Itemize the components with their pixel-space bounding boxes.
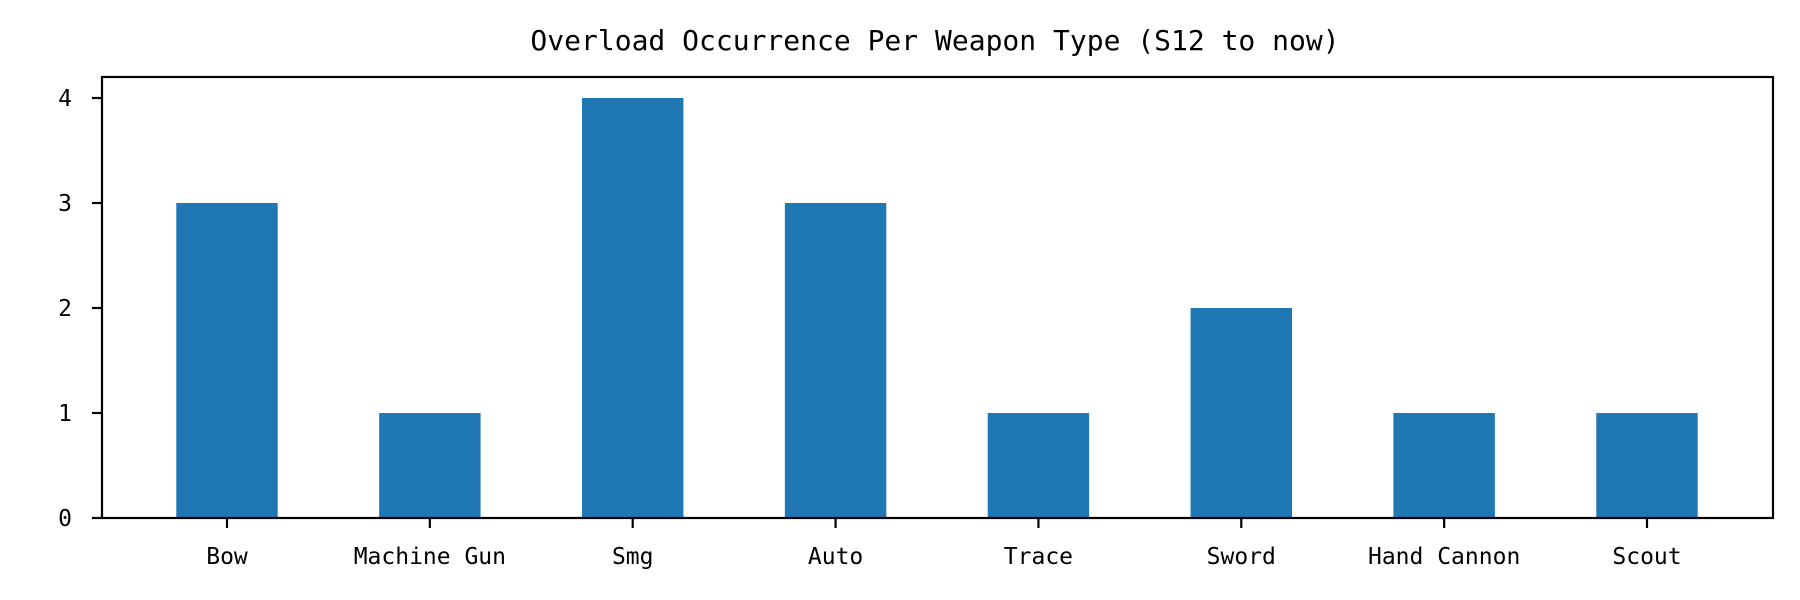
- chart-title: Overload Occurrence Per Weapon Type (S12…: [530, 24, 1339, 57]
- x-tick-label: Scout: [1612, 544, 1681, 570]
- x-tick-label: Trace: [1004, 544, 1073, 570]
- x-tick-label: Hand Cannon: [1368, 544, 1520, 570]
- bar-machine-gun: [379, 413, 481, 518]
- bars-layer: [176, 98, 1698, 518]
- y-tick-label: 4: [58, 86, 72, 112]
- bar-hand-cannon: [1393, 413, 1495, 518]
- x-tick-label: Sword: [1207, 544, 1276, 570]
- plot-frame: [100, 75, 1775, 520]
- x-tick-label: Smg: [612, 544, 654, 570]
- bar-bow: [176, 203, 278, 518]
- bar-trace: [987, 413, 1090, 518]
- y-tick-label: 2: [58, 296, 72, 322]
- bar-smg: [582, 98, 684, 518]
- ticks-layer: 0 1 2 3 4 Bow Machine Gun Smg Auto Trace Sword Hand…: [58, 86, 1681, 570]
- bar-scout: [1596, 413, 1698, 518]
- x-tick-label: Machine Gun: [354, 544, 506, 570]
- x-tick-label: Bow: [206, 544, 248, 570]
- y-tick-label: 1: [58, 401, 72, 427]
- axes-layer: [100, 75, 1775, 520]
- y-tick-label: 0: [58, 506, 72, 532]
- x-tick-label: Auto: [808, 544, 863, 570]
- bar-auto: [784, 203, 887, 518]
- bar-sword: [1190, 308, 1292, 518]
- y-tick-label: 3: [58, 191, 72, 217]
